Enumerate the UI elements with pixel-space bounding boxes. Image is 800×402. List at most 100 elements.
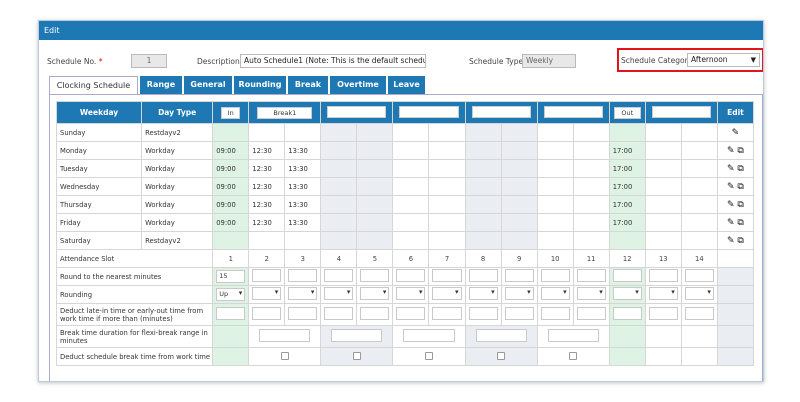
copy-icon[interactable]: ⧉ xyxy=(737,217,744,228)
break-flexi-input[interactable] xyxy=(403,329,455,342)
slot-number: 7 xyxy=(428,249,466,268)
deduct-late-input[interactable] xyxy=(360,307,390,320)
slot-number: 4 xyxy=(320,249,358,268)
round-input[interactable] xyxy=(324,269,354,282)
rounding-label: Rounding xyxy=(55,285,214,304)
deduct-late-input[interactable] xyxy=(468,307,498,320)
pencil-icon[interactable]: ✎ xyxy=(727,235,735,246)
deduct-late-input[interactable] xyxy=(684,307,714,320)
slot-in-input[interactable]: In xyxy=(221,106,241,119)
rounding-select[interactable] xyxy=(288,287,318,300)
pencil-icon[interactable]: ✎ xyxy=(727,163,735,174)
round-input[interactable] xyxy=(288,269,318,282)
round-input[interactable] xyxy=(468,269,498,282)
tab-overtime[interactable]: Overtime xyxy=(330,76,386,94)
deduct-late-input[interactable] xyxy=(612,307,642,320)
schedule-category-select[interactable]: Afternoon ▼ xyxy=(687,53,760,67)
round-input[interactable] xyxy=(540,269,570,282)
slot-out-input[interactable]: Out xyxy=(613,106,641,119)
rounding-select[interactable] xyxy=(576,287,606,300)
weekday-cell: Tuesday xyxy=(55,159,143,178)
pencil-icon[interactable]: ✎ xyxy=(727,199,735,210)
slot-9-10-input[interactable] xyxy=(543,105,603,118)
rounding-select[interactable] xyxy=(396,287,426,300)
deduct-late-input[interactable] xyxy=(288,307,318,320)
break-flexi-row: Break time duration for flexi-break rang… xyxy=(55,325,755,348)
deduct-late-input[interactable] xyxy=(648,307,678,320)
round-input[interactable] xyxy=(432,269,462,282)
round-nearest-label: Round to the nearest minutes xyxy=(55,267,214,286)
rounding-select[interactable] xyxy=(504,287,534,300)
round-input[interactable] xyxy=(612,269,642,282)
deduct-late-input[interactable] xyxy=(324,307,354,320)
rounding-select[interactable] xyxy=(648,287,678,300)
deduct-break-checkbox[interactable] xyxy=(352,351,361,360)
deduct-break-row: Deduct schedule break time from work tim… xyxy=(55,347,755,366)
col-weekday: Weekday xyxy=(55,101,143,124)
slot-5-6-input[interactable] xyxy=(399,105,459,118)
break-flexi-input[interactable] xyxy=(475,329,527,342)
pencil-icon[interactable]: ✎ xyxy=(727,217,735,228)
col-edit: Edit xyxy=(716,101,755,124)
tab-break[interactable]: Break xyxy=(288,76,328,94)
round-input[interactable] xyxy=(684,269,714,282)
tab-leave[interactable]: Leave xyxy=(388,76,425,94)
deduct-late-input[interactable] xyxy=(432,307,462,320)
slot-break1-input[interactable]: Break1 xyxy=(257,106,313,119)
rounding-select[interactable] xyxy=(360,287,390,300)
deduct-late-input[interactable] xyxy=(252,307,282,320)
rounding-select[interactable] xyxy=(252,287,282,300)
round-input[interactable]: 15 xyxy=(216,270,246,283)
deduct-late-input[interactable] xyxy=(396,307,426,320)
rounding-select[interactable] xyxy=(684,287,714,300)
deduct-late-input[interactable] xyxy=(576,307,606,320)
round-input[interactable] xyxy=(576,269,606,282)
attendance-slot-label: Attendance Slot xyxy=(55,249,214,268)
panel-title: Edit xyxy=(39,21,763,40)
round-input[interactable] xyxy=(504,269,534,282)
rounding-select[interactable] xyxy=(468,287,498,300)
deduct-break-checkbox[interactable] xyxy=(569,351,578,360)
pencil-icon[interactable]: ✎ xyxy=(727,145,735,156)
tab-rounding[interactable]: Rounding xyxy=(234,76,286,94)
round-input[interactable] xyxy=(252,269,282,282)
rounding-select[interactable] xyxy=(432,287,462,300)
tab-range[interactable]: Range xyxy=(140,76,182,94)
copy-icon[interactable]: ⧉ xyxy=(737,181,744,192)
copy-icon[interactable]: ⧉ xyxy=(737,199,744,210)
deduct-late-input[interactable] xyxy=(504,307,534,320)
round-input[interactable] xyxy=(360,269,390,282)
round-input[interactable] xyxy=(396,269,426,282)
slot-13-14-input[interactable] xyxy=(651,105,711,118)
deduct-late-input[interactable] xyxy=(216,307,246,320)
break-flexi-input[interactable] xyxy=(331,329,383,342)
tab-clocking-schedule[interactable]: Clocking Schedule xyxy=(49,76,138,94)
deduct-break-checkbox[interactable] xyxy=(424,351,433,360)
schedule-type-field[interactable]: Weekly xyxy=(522,54,576,68)
copy-icon[interactable]: ⧉ xyxy=(737,145,744,156)
rounding-select[interactable]: Up xyxy=(216,288,246,301)
break-start-cell: 12:30 xyxy=(248,141,286,160)
break-end-cell: 13:30 xyxy=(284,141,322,160)
copy-icon[interactable]: ⧉ xyxy=(737,235,744,246)
description-field[interactable]: Auto Schedule1 (Note: This is the defaul… xyxy=(240,54,426,68)
round-input[interactable] xyxy=(648,269,678,282)
slot-7-8-input[interactable] xyxy=(471,105,531,118)
pencil-icon[interactable]: ✎ xyxy=(731,127,740,138)
tab-general[interactable]: General xyxy=(184,76,232,94)
break-flexi-input[interactable] xyxy=(259,329,311,342)
pencil-icon[interactable]: ✎ xyxy=(727,181,735,192)
schedule-grid: Weekday Day Type In Break1 Out Edit Sund… xyxy=(55,101,755,366)
deduct-late-input[interactable] xyxy=(540,307,570,320)
schedule-no-field[interactable]: 1 xyxy=(131,54,167,68)
slot-3-4-input[interactable] xyxy=(327,105,387,118)
rounding-select[interactable] xyxy=(324,287,354,300)
rounding-select[interactable] xyxy=(612,287,642,300)
weekday-cell: Wednesday xyxy=(55,177,143,196)
schedule-category-label: Schedule Category xyxy=(621,56,693,65)
rounding-select[interactable] xyxy=(540,287,570,300)
copy-icon[interactable]: ⧉ xyxy=(737,163,744,174)
deduct-break-checkbox[interactable] xyxy=(280,351,289,360)
deduct-break-checkbox[interactable] xyxy=(497,351,506,360)
break-flexi-input[interactable] xyxy=(547,329,599,342)
